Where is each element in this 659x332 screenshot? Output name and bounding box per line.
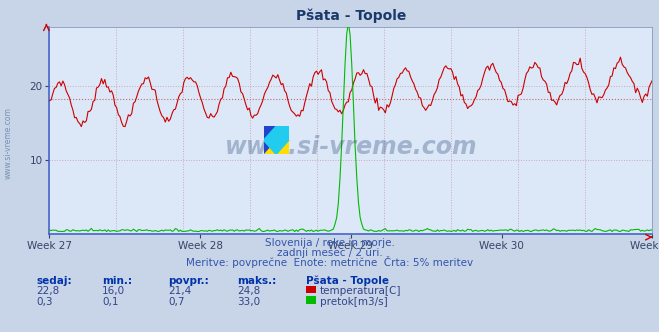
Text: Slovenija / reke in morje.: Slovenija / reke in morje. [264, 238, 395, 248]
Text: zadnji mesec / 2 uri.: zadnji mesec / 2 uri. [277, 248, 382, 258]
Title: Pšata - Topole: Pšata - Topole [296, 8, 406, 23]
Text: 33,0: 33,0 [237, 297, 260, 307]
Text: 16,0: 16,0 [102, 286, 125, 296]
Text: 21,4: 21,4 [168, 286, 191, 296]
Polygon shape [264, 126, 289, 154]
Text: 0,7: 0,7 [168, 297, 185, 307]
Text: temperatura[C]: temperatura[C] [320, 286, 401, 296]
Text: Pšata - Topole: Pšata - Topole [306, 275, 389, 286]
Text: sedaj:: sedaj: [36, 276, 72, 286]
Polygon shape [264, 126, 289, 154]
Text: www.si-vreme.com: www.si-vreme.com [225, 135, 477, 159]
Text: Meritve: povprečne  Enote: metrične  Črta: 5% meritev: Meritve: povprečne Enote: metrične Črta:… [186, 256, 473, 268]
Text: 0,3: 0,3 [36, 297, 53, 307]
Text: www.si-vreme.com: www.si-vreme.com [3, 107, 13, 179]
Text: pretok[m3/s]: pretok[m3/s] [320, 297, 387, 307]
Text: 0,1: 0,1 [102, 297, 119, 307]
Text: 24,8: 24,8 [237, 286, 260, 296]
Text: min.:: min.: [102, 276, 132, 286]
Polygon shape [264, 126, 289, 154]
Text: povpr.:: povpr.: [168, 276, 209, 286]
Text: maks.:: maks.: [237, 276, 277, 286]
Text: 22,8: 22,8 [36, 286, 59, 296]
